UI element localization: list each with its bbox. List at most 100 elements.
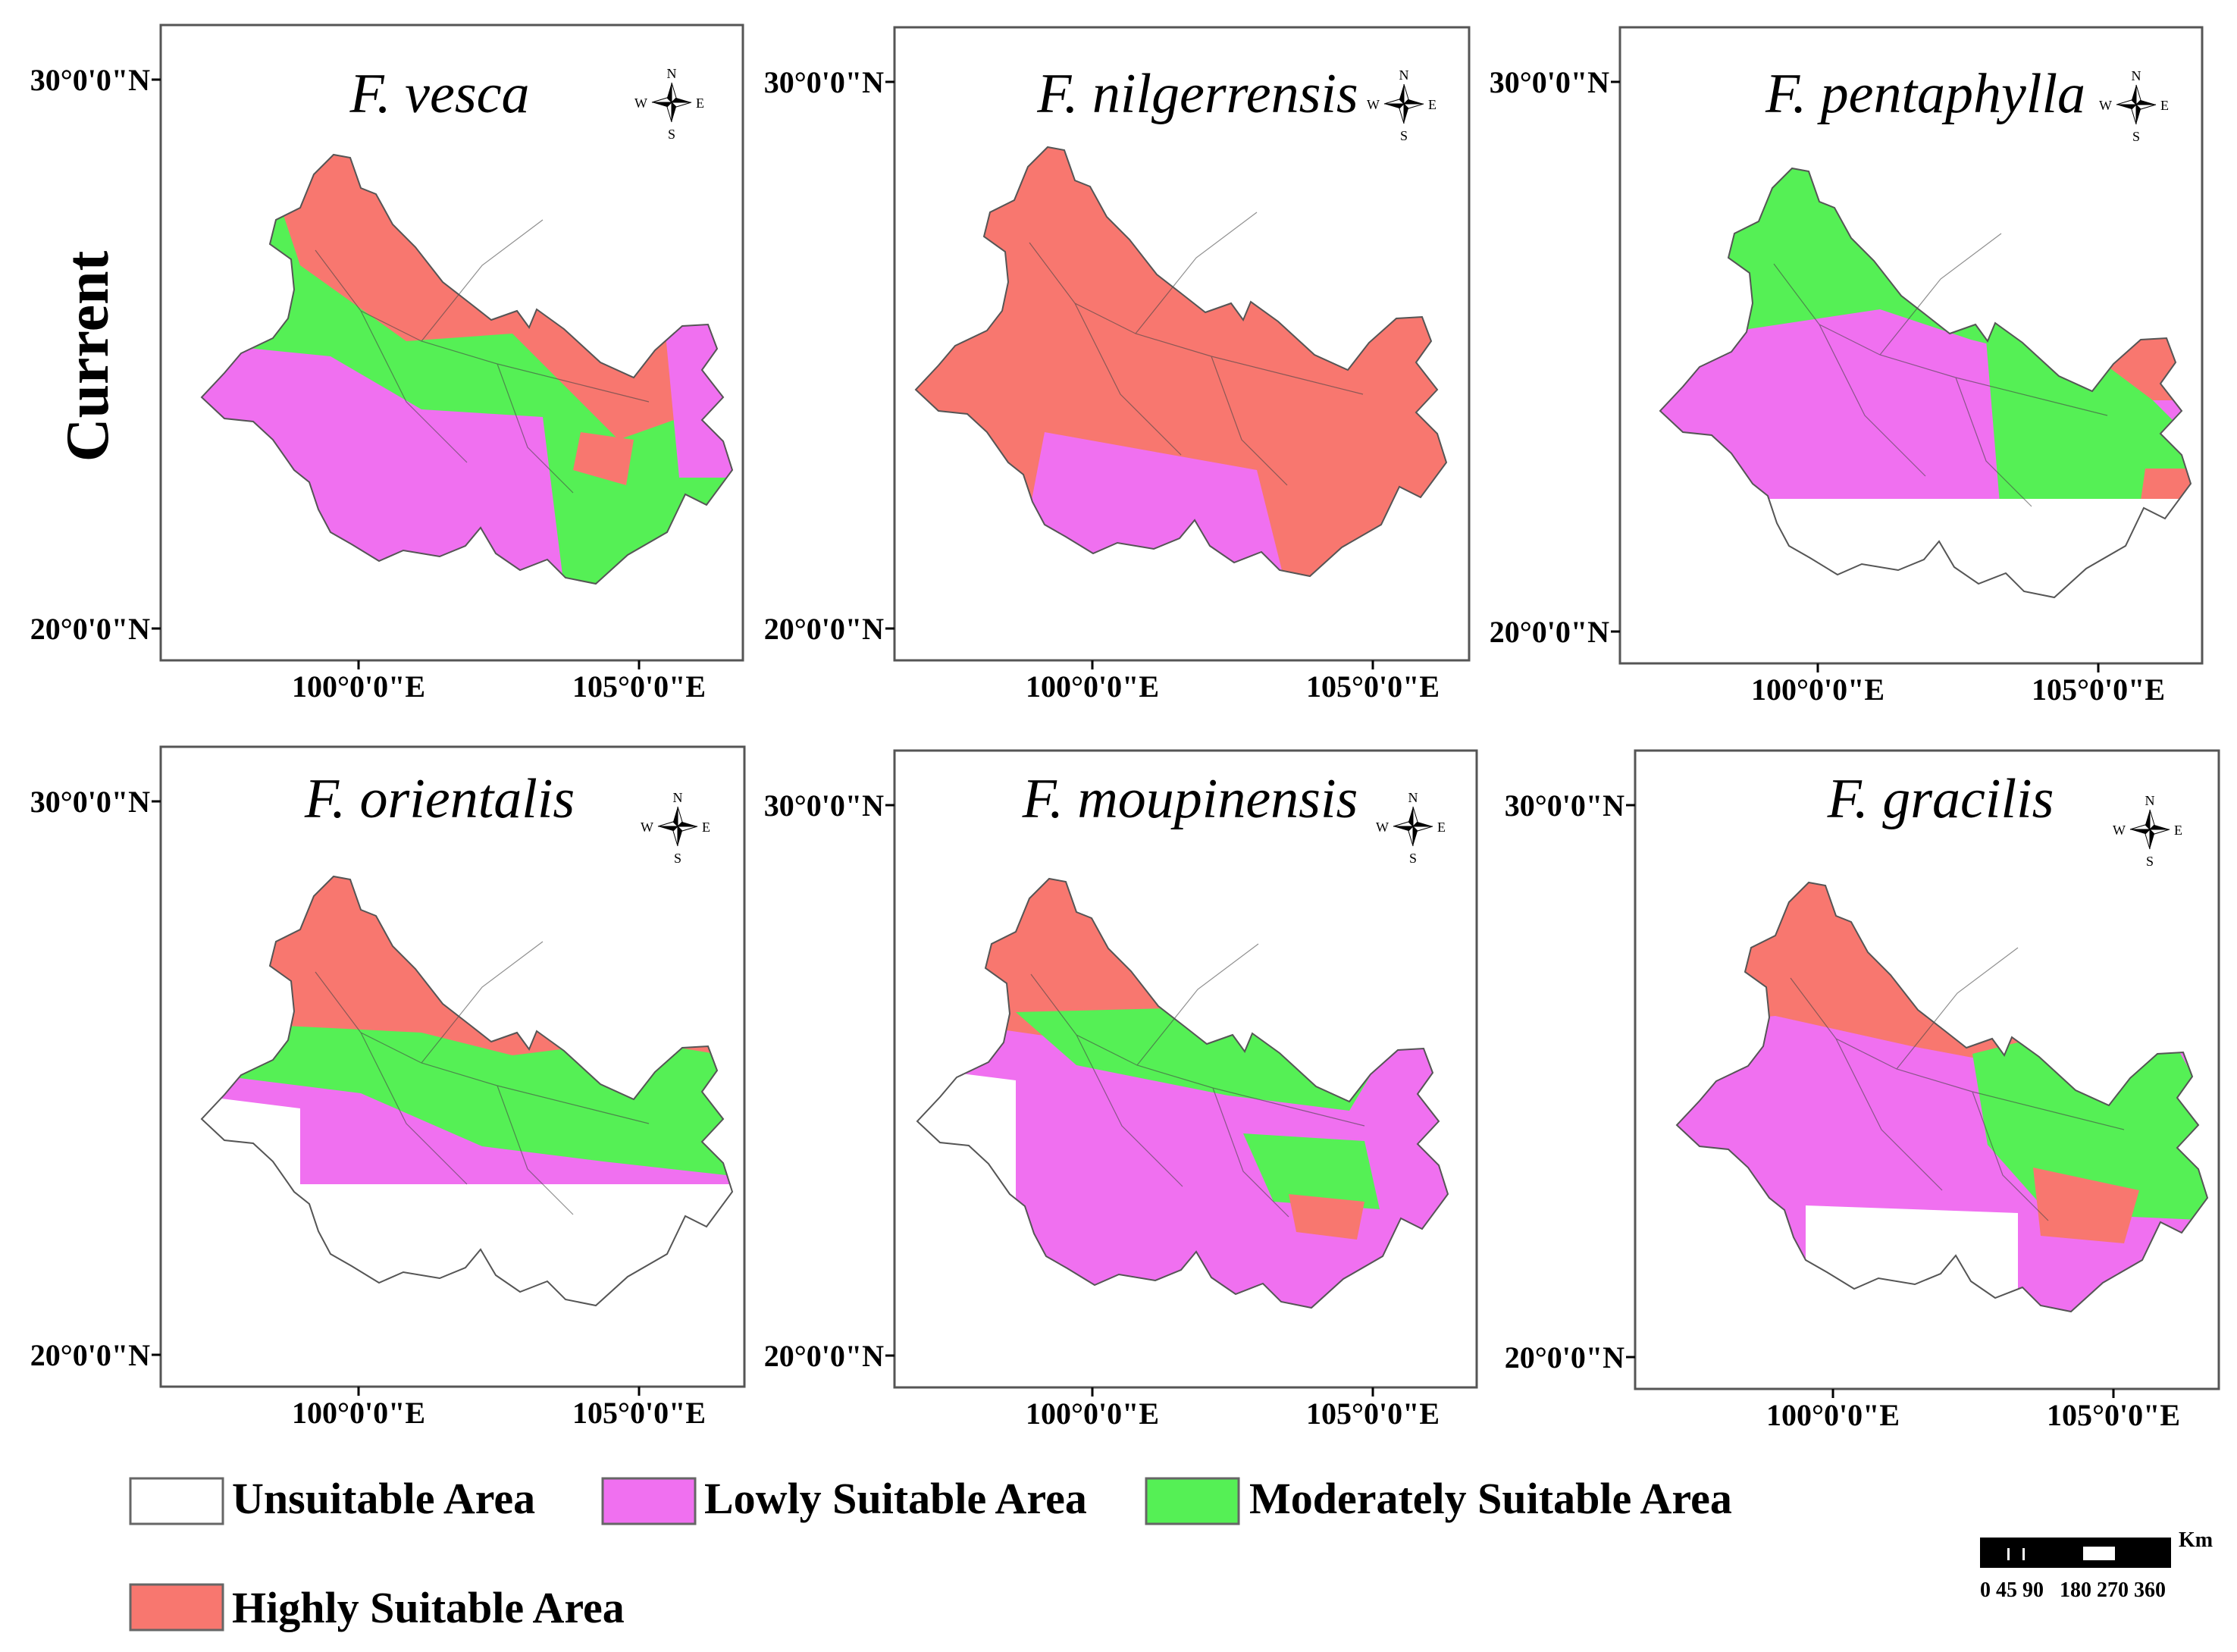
scale-bar-segment: [2083, 1547, 2115, 1560]
compass-star-half: [657, 806, 698, 847]
lon-label-right: 105°0'0"E: [2047, 1398, 2180, 1432]
legend-swatch-unsuitable: [129, 1477, 224, 1525]
lon-label-left: 100°0'0"E: [292, 669, 425, 704]
legend-label-low: Lowly Suitable Area: [704, 1474, 1087, 1523]
compass-label-w: W: [641, 820, 653, 835]
compass-star-half: [2116, 84, 2157, 125]
county-borders: [1030, 943, 1365, 1218]
lat-label-top: 30°0'0"N: [30, 785, 150, 819]
compass-label-w: W: [2099, 98, 2112, 113]
map-panel: F. moupinensis N S E W 30°0'0"N 20°0'0"N 100°0'…: [764, 749, 1478, 1431]
legend-label-unsuitable: Unsuitable Area: [232, 1474, 535, 1523]
lon-label-left: 100°0'0"E: [1751, 672, 1885, 707]
lat-label-bottom: 20°0'0"N: [764, 1339, 884, 1373]
lat-label-bottom: 20°0'0"N: [30, 612, 150, 646]
compass-label-e: E: [696, 96, 704, 111]
legend-item-unsuitable: Unsuitable Area: [129, 1474, 535, 1525]
compass-label-s: S: [1400, 128, 1408, 143]
species-title: F. orientalis: [304, 768, 575, 830]
legend-label-high: Highly Suitable Area: [232, 1583, 625, 1632]
compass-star-half: [1393, 806, 1433, 847]
lon-label-right: 105°0'0"E: [1306, 1397, 1440, 1431]
legend-item-low: Lowly Suitable Area: [601, 1474, 1087, 1525]
lon-label-right: 105°0'0"E: [1306, 669, 1440, 704]
lon-label-right: 105°0'0"E: [572, 1396, 706, 1430]
province-outline: [200, 875, 734, 1307]
lat-label-top: 30°0'0"N: [764, 788, 884, 823]
scale-bar-unit: Km: [2179, 1528, 2213, 1552]
lon-label-left: 100°0'0"E: [1766, 1398, 1900, 1432]
compass-label-n: N: [2132, 68, 2141, 83]
compass-label-s: S: [668, 127, 675, 142]
map-panel: F. nilgerrensis N S E W 30°0'0"N 20°0'0"N 100°0…: [764, 26, 1471, 704]
scale-bar-segment: [2022, 1548, 2025, 1560]
map-panel: F. gracilis N S E W 30°0'0"N 20°0'0"N 100°0'0"E…: [1505, 749, 2220, 1432]
lat-label-bottom: 20°0'0"N: [30, 1338, 150, 1372]
legend-item-moderate: Moderately Suitable Area: [1145, 1474, 1732, 1525]
lon-label-left: 100°0'0"E: [1026, 1397, 1159, 1431]
province-outline: [914, 146, 1448, 578]
map-panel: F. orientalis N S E W 30°0'0"N 20°0'0"N 100°0'0…: [30, 745, 746, 1430]
legend-item-high: Highly Suitable Area: [129, 1583, 625, 1632]
species-title: F. gracilis: [1827, 768, 2054, 830]
compass-label-s: S: [2132, 129, 2140, 144]
province-outline: [200, 153, 734, 585]
lat-label-top: 30°0'0"N: [1505, 788, 1624, 823]
scale-bar-bar: [1980, 1538, 2171, 1568]
species-title: F. pentaphylla: [1765, 63, 2085, 125]
legend-swatch-high: [129, 1583, 224, 1632]
row-label: Current: [55, 250, 121, 462]
compass-label-s: S: [674, 851, 681, 866]
county-borders: [1029, 212, 1364, 486]
county-borders: [1790, 947, 2125, 1221]
compass-label-w: W: [634, 96, 647, 111]
province-outline: [1659, 167, 2192, 599]
county-borders: [1773, 233, 2108, 507]
province-outline: [916, 877, 1449, 1309]
lat-label-bottom: 20°0'0"N: [1490, 615, 1609, 649]
compass-star-half: [2129, 809, 2170, 850]
compass-label-e: E: [2174, 823, 2182, 838]
species-title: F. vesca: [349, 63, 530, 125]
compass-label-n: N: [667, 66, 677, 81]
legend-swatch-low: [601, 1477, 697, 1525]
scale-bar-segment: [2007, 1548, 2010, 1560]
scale-bar: Km 0 45 90 180 270 360: [1980, 1528, 2213, 1602]
compass-label-w: W: [1376, 820, 1389, 835]
north-arrow-icon: N S E W: [2113, 793, 2182, 869]
north-arrow-icon: N S E W: [641, 790, 710, 866]
lat-label-top: 30°0'0"N: [1490, 65, 1609, 99]
compass-label-n: N: [1408, 790, 1418, 805]
compass-star-half: [651, 82, 692, 123]
compass-label-n: N: [2145, 793, 2155, 808]
county-borders: [315, 941, 650, 1215]
north-arrow-icon: N S E W: [2099, 68, 2169, 144]
lat-label-top: 30°0'0"N: [30, 63, 150, 97]
compass-label-s: S: [2146, 854, 2154, 869]
compass-label-n: N: [673, 790, 683, 805]
compass-label-w: W: [1367, 97, 1380, 112]
legend: Unsuitable Area Lowly Suitable Area Mode…: [129, 1474, 1732, 1632]
lon-label-right: 105°0'0"E: [2032, 672, 2165, 707]
compass-label-e: E: [702, 820, 710, 835]
map-panel: F. vesca N S E W 30°0'0"N 20°0'0"N 100°0'0"E 105…: [30, 24, 744, 704]
scale-bar-ticks: 0 45 90 180 270 360: [1980, 1578, 2166, 1602]
panels: F. vesca N S E W 30°0'0"N 20°0'0"N 100°0'0"E 105…: [30, 24, 2220, 1432]
legend-label-moderate: Moderately Suitable Area: [1249, 1474, 1732, 1523]
legend-swatch-moderate: [1145, 1477, 1240, 1525]
compass-label-n: N: [1399, 67, 1409, 83]
north-arrow-icon: N S E W: [634, 66, 704, 142]
lon-label-left: 100°0'0"E: [292, 1396, 425, 1430]
compass-label-s: S: [1409, 851, 1417, 866]
lon-label-left: 100°0'0"E: [1026, 669, 1159, 704]
compass-label-e: E: [1437, 820, 1446, 835]
compass-star-half: [1383, 83, 1424, 124]
zone-high: [2033, 1168, 2139, 1243]
compass-label-e: E: [1428, 97, 1437, 112]
lat-label-bottom: 20°0'0"N: [1505, 1340, 1624, 1375]
compass-label-e: E: [2160, 98, 2169, 113]
lon-label-right: 105°0'0"E: [572, 669, 706, 704]
zone-high: [1289, 1194, 1364, 1240]
north-arrow-icon: N S E W: [1367, 67, 1437, 143]
